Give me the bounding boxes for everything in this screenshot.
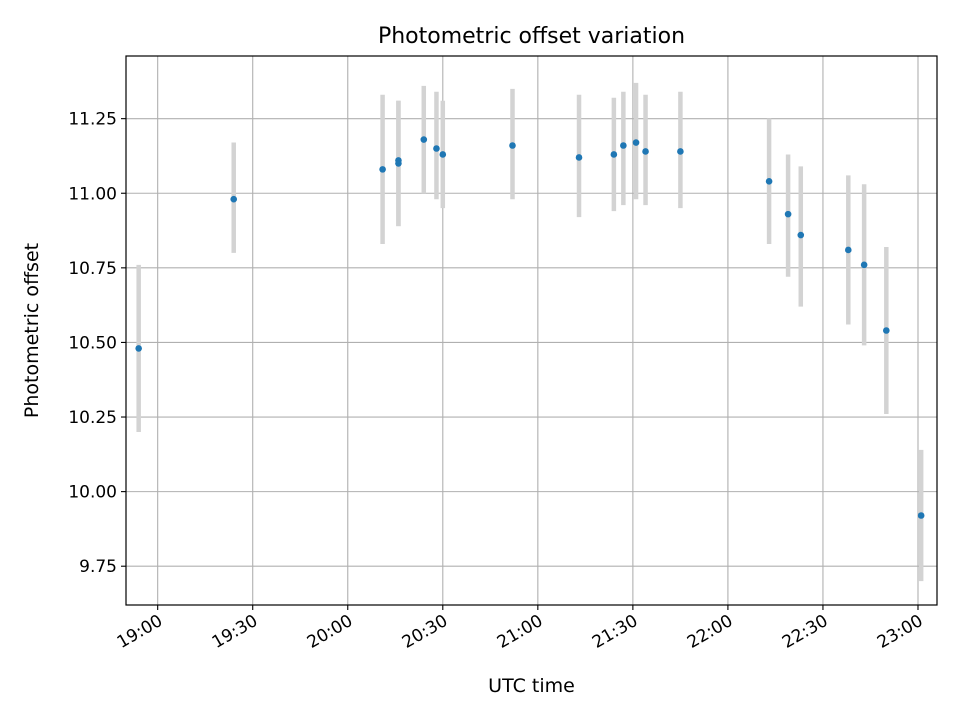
data-point — [797, 231, 805, 239]
data-point — [642, 148, 649, 155]
data-point — [420, 136, 428, 143]
data-point — [509, 142, 516, 149]
data-point — [860, 261, 868, 269]
y-tick-label: 10.25 — [68, 408, 117, 428]
data-point — [379, 166, 386, 173]
data-point — [677, 148, 684, 155]
y-tick-label: 11.00 — [68, 184, 117, 204]
data-point — [917, 512, 925, 519]
data-point — [844, 246, 852, 254]
y-tick-label: 10.00 — [68, 483, 117, 503]
data-point — [765, 178, 773, 185]
data-point — [632, 139, 640, 146]
data-point — [883, 327, 890, 334]
y-tick-label: 10.75 — [68, 259, 117, 279]
data-point — [439, 151, 447, 158]
chart-title: Photometric offset variation — [378, 24, 685, 49]
plot-frame — [125, 55, 938, 606]
y-tick-label: 9.75 — [79, 557, 117, 577]
x-axis-label: UTC time — [488, 675, 575, 697]
data-point — [784, 210, 792, 218]
data-point — [610, 151, 618, 158]
data-point — [620, 142, 627, 149]
data-point — [135, 345, 142, 352]
data-point — [575, 154, 583, 161]
y-tick-label: 11.25 — [68, 110, 117, 130]
y-tick-label: 10.50 — [68, 333, 117, 353]
data-points — [135, 136, 925, 519]
data-point — [230, 195, 238, 203]
y-axis-label: Photometric offset — [21, 243, 43, 418]
data-point — [433, 145, 440, 152]
data-point — [395, 157, 402, 164]
